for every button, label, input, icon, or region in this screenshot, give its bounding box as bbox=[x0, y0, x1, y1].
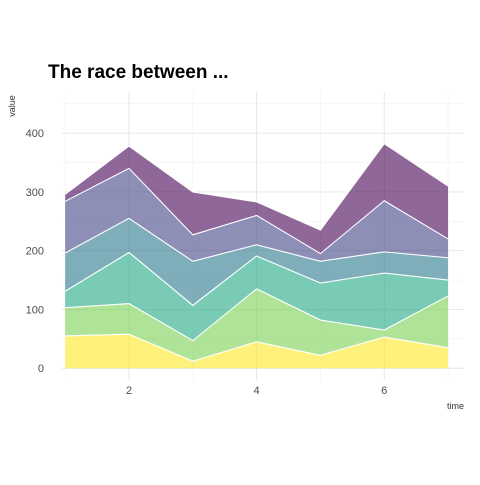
x-axis-label: time bbox=[447, 401, 464, 411]
series-line-1 bbox=[65, 333, 449, 362]
y-tick-label: 200 bbox=[26, 246, 44, 258]
series-line-5 bbox=[64, 167, 449, 255]
x-tick-label: 2 bbox=[126, 385, 132, 397]
series-line-6 bbox=[64, 142, 449, 231]
area-series-2 bbox=[65, 288, 449, 362]
series-line-4 bbox=[64, 217, 449, 262]
x-tick-label: 6 bbox=[381, 385, 387, 397]
axis-layer: value time 0 100 200 300 400 2 4 6 bbox=[7, 95, 464, 411]
x-tick-label: 4 bbox=[254, 385, 260, 397]
line-layer bbox=[64, 142, 449, 362]
y-axis-label: value bbox=[7, 95, 17, 117]
area-series-3 bbox=[65, 252, 449, 341]
chart-title: The race between ... bbox=[48, 62, 229, 83]
area-series-6 bbox=[65, 143, 449, 254]
series-line-2 bbox=[65, 288, 449, 342]
y-tick-label: 0 bbox=[38, 363, 44, 375]
y-tick-label: 400 bbox=[26, 128, 44, 140]
area-series-1 bbox=[65, 334, 449, 369]
area-series-5 bbox=[65, 168, 449, 262]
y-tick-label: 300 bbox=[26, 187, 44, 199]
y-tick-label: 100 bbox=[26, 304, 44, 316]
series-line-3 bbox=[64, 251, 449, 307]
